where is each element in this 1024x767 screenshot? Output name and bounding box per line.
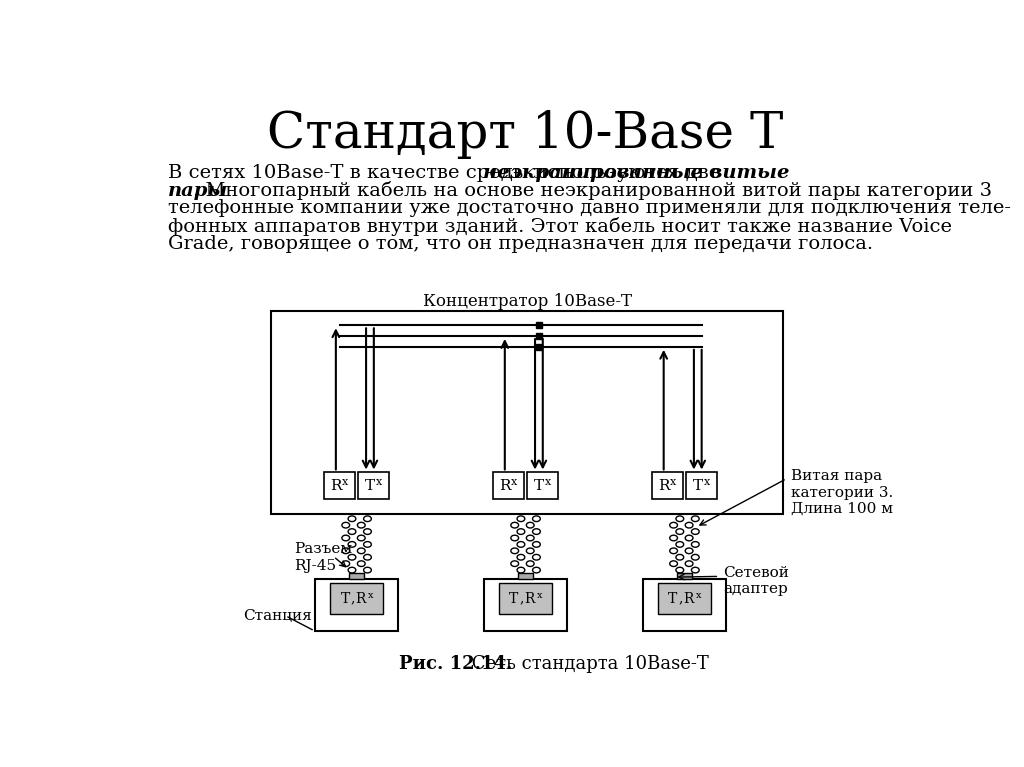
Text: x: x <box>695 591 700 600</box>
Text: пары: пары <box>168 182 228 199</box>
Bar <box>324 472 355 499</box>
Text: . Многопарный кабель на основе неэкранированной витой пары категории 3: . Многопарный кабель на основе неэкранир… <box>193 181 992 200</box>
Text: T: T <box>534 479 544 492</box>
Bar <box>483 578 567 631</box>
Text: R: R <box>683 591 694 606</box>
Bar <box>493 472 524 499</box>
Bar <box>527 472 558 499</box>
Bar <box>658 583 711 614</box>
Bar <box>358 472 389 499</box>
Text: телефонные компании уже достаточно давно применяли для подключения теле-: телефонные компании уже достаточно давно… <box>168 199 1012 217</box>
Text: x: x <box>703 477 711 488</box>
Text: В сетях 10Base-Т в качестве среды используются две: В сетях 10Base-Т в качестве среды исполь… <box>168 164 727 182</box>
Text: R: R <box>499 479 511 492</box>
Text: ,: , <box>350 591 354 606</box>
Bar <box>536 322 542 328</box>
Text: Разъем
RJ-45: Разъем RJ-45 <box>295 542 352 573</box>
Bar <box>314 578 398 631</box>
Text: x: x <box>670 477 676 488</box>
Text: x: x <box>342 477 348 488</box>
Text: Станция: Станция <box>243 609 311 623</box>
Text: неэкранированные витые: неэкранированные витые <box>482 164 788 182</box>
Text: Витая пара
категории 3.
Длина 100 м: Витая пара категории 3. Длина 100 м <box>791 469 893 515</box>
Text: R: R <box>658 479 670 492</box>
Text: R: R <box>355 591 366 606</box>
Text: x: x <box>511 477 517 488</box>
Text: x: x <box>368 591 373 600</box>
Bar <box>686 472 717 499</box>
Bar <box>349 572 365 578</box>
Text: T: T <box>669 591 678 606</box>
Bar <box>536 344 542 350</box>
Text: x: x <box>545 477 551 488</box>
Text: Рис. 12.14.: Рис. 12.14. <box>399 655 513 673</box>
Text: x: x <box>376 477 382 488</box>
Text: R: R <box>330 479 342 492</box>
Bar <box>677 572 692 578</box>
Text: Сеть стандарта 10Base-Т: Сеть стандарта 10Base-Т <box>466 655 709 673</box>
Text: x: x <box>537 591 542 600</box>
Text: T: T <box>509 591 518 606</box>
Text: ,: , <box>519 591 523 606</box>
Text: Сетевой
адаптер: Сетевой адаптер <box>723 565 790 596</box>
Text: Grade, говорящее о том, что он предназначен для передачи голоса.: Grade, говорящее о том, что он предназна… <box>168 235 873 253</box>
Bar <box>500 583 552 614</box>
Text: T: T <box>365 479 375 492</box>
Bar <box>643 578 726 631</box>
Bar <box>271 311 783 514</box>
Text: ,: , <box>678 591 682 606</box>
Text: R: R <box>524 591 535 606</box>
Bar <box>536 333 542 339</box>
Text: T: T <box>692 479 702 492</box>
Text: Стандарт 10-Base Т: Стандарт 10-Base Т <box>266 110 783 159</box>
Text: Концентратор 10Base-Т: Концентратор 10Base-Т <box>423 293 632 310</box>
Bar <box>331 583 383 614</box>
Bar <box>518 572 534 578</box>
Text: T: T <box>340 591 349 606</box>
Text: фонных аппаратов внутри зданий. Этот кабель носит также название Voice: фонных аппаратов внутри зданий. Этот каб… <box>168 216 952 235</box>
Bar <box>652 472 683 499</box>
